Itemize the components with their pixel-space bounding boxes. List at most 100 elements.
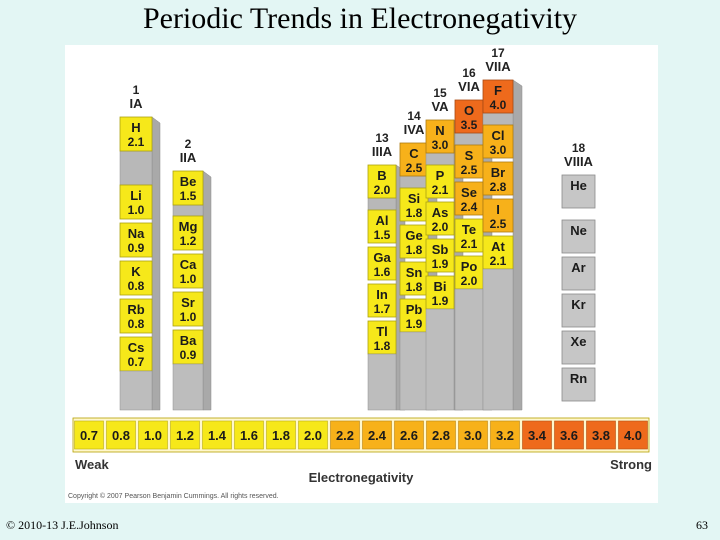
element-symbol: Ne [570, 223, 587, 238]
figure-copyright: Copyright © 2007 Pearson Benjamin Cummin… [68, 492, 279, 500]
element-symbol: Xe [571, 334, 587, 349]
element-cell [119, 336, 153, 372]
element-cell [425, 119, 455, 154]
element-electronegativity: 2.1 [490, 254, 507, 268]
element-electronegativity: 2.5 [490, 217, 507, 231]
column-side-face [151, 116, 161, 411]
element-cell [425, 201, 455, 236]
column-side-face [512, 79, 523, 411]
scale-weak-label: Weak [75, 457, 109, 472]
scale-bar-frame [72, 417, 650, 453]
element-symbol: Mg [179, 219, 198, 234]
scale-cell [394, 420, 424, 450]
element-symbol: Sn [406, 265, 423, 280]
scale-value: 0.8 [112, 428, 130, 443]
element-symbol: As [432, 205, 449, 220]
group-name: VA [431, 99, 449, 114]
element-cell [561, 256, 596, 291]
element-cell [482, 161, 514, 196]
element-cell [172, 329, 204, 365]
element-symbol: H [131, 120, 140, 135]
element-electronegativity: 2.1 [461, 237, 478, 251]
element-electronegativity: 0.7 [128, 355, 145, 369]
element-electronegativity: 2.0 [374, 183, 391, 197]
scale-cell [266, 420, 296, 450]
scale-cell [586, 420, 616, 450]
element-cell [399, 142, 429, 177]
element-cell [172, 253, 204, 289]
column-base [454, 288, 484, 411]
element-cell [172, 170, 204, 206]
element-symbol: K [131, 264, 141, 279]
element-electronegativity: 2.4 [461, 200, 478, 214]
element-symbol: B [377, 168, 386, 183]
element-symbol: Rb [127, 302, 144, 317]
element-cell [482, 198, 514, 233]
element-symbol: O [464, 103, 474, 118]
element-electronegativity: 1.2 [180, 234, 197, 248]
element-symbol: Po [461, 259, 478, 274]
group-number: 17 [491, 46, 505, 60]
scale-cell [362, 420, 392, 450]
element-symbol: P [436, 168, 445, 183]
element-cell [172, 215, 204, 251]
element-symbol: Br [491, 165, 505, 180]
element-cell [425, 238, 455, 273]
scale-cell [298, 420, 328, 450]
element-cell [367, 246, 397, 281]
scale-cell [202, 420, 232, 450]
element-symbol: S [465, 148, 474, 163]
scale-cell [170, 420, 200, 450]
element-electronegativity: 0.8 [128, 317, 145, 331]
element-symbol: I [496, 202, 500, 217]
scale-cell [618, 420, 648, 450]
column-base [425, 308, 455, 411]
element-symbol: Cl [492, 128, 505, 143]
element-electronegativity: 0.8 [128, 279, 145, 293]
scale-value: 1.8 [272, 428, 290, 443]
element-cell [367, 320, 397, 355]
scale-value: 2.8 [432, 428, 450, 443]
element-cell [367, 209, 397, 244]
element-electronegativity: 0.9 [128, 241, 145, 255]
scale-cell [234, 420, 264, 450]
element-symbol: Se [461, 185, 477, 200]
scale-value: 1.2 [176, 428, 194, 443]
column-pillar [454, 132, 484, 146]
scale-cell [106, 420, 136, 450]
scale-value: 4.0 [624, 428, 642, 443]
element-symbol: Na [128, 226, 145, 241]
element-cell [454, 181, 484, 216]
electronegativity-figure: 1IAH2.1Li1.0Na0.9K0.8Rb0.8Cs0.72IIABe1.5… [68, 46, 652, 500]
element-symbol: N [435, 123, 444, 138]
element-symbol: Cs [128, 340, 145, 355]
element-electronegativity: 1.8 [406, 206, 423, 220]
column-base [399, 331, 429, 411]
element-cell [561, 293, 596, 328]
element-electronegativity: 1.9 [406, 317, 423, 331]
scale-cell [330, 420, 360, 450]
scale-value: 3.8 [592, 428, 610, 443]
scale-cell [426, 420, 456, 450]
group-name: VIIA [485, 59, 511, 74]
element-symbol: Ca [180, 257, 197, 272]
element-cell [454, 255, 484, 290]
group-name: IA [130, 96, 144, 111]
element-cell [454, 218, 484, 253]
element-electronegativity: 2.5 [406, 161, 423, 175]
element-electronegativity: 1.0 [180, 310, 197, 324]
column-pillar [119, 150, 153, 186]
element-electronegativity: 1.5 [374, 228, 391, 242]
element-electronegativity: 1.8 [406, 280, 423, 294]
group-name: VIA [458, 79, 480, 94]
column-pillar [172, 204, 204, 217]
element-electronegativity: 2.1 [128, 135, 145, 149]
page-number: 63 [696, 518, 708, 532]
element-symbol: Kr [571, 297, 585, 312]
footer-copyright: © 2010-13 J.E.Johnson [6, 518, 119, 532]
element-symbol: F [494, 83, 502, 98]
group-number: 14 [407, 109, 421, 123]
scale-cell [138, 420, 168, 450]
element-electronegativity: 1.7 [374, 302, 391, 316]
element-cell [399, 224, 429, 259]
